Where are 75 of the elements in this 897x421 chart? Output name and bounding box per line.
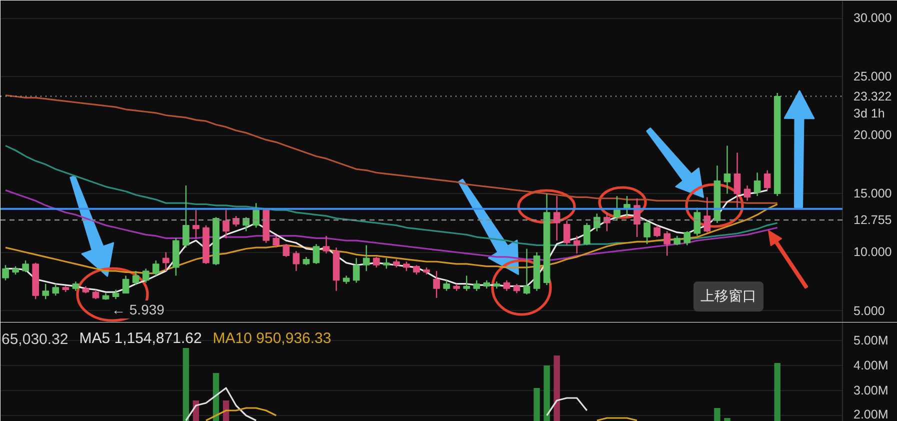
candlestick xyxy=(272,235,280,248)
candlestick xyxy=(443,280,450,292)
candlestick xyxy=(413,264,420,276)
candlestick xyxy=(72,280,80,292)
line-series xyxy=(4,144,778,246)
candlestick xyxy=(674,235,681,246)
candlestick xyxy=(463,275,470,292)
candlestick xyxy=(503,280,510,292)
candlestick xyxy=(322,235,330,254)
candlestick xyxy=(182,184,190,248)
candlestick xyxy=(372,256,380,268)
candlestick xyxy=(553,195,560,242)
candlestick xyxy=(132,270,140,286)
y-tick-label: 5.00M xyxy=(854,334,888,348)
candlestick xyxy=(112,289,120,300)
candlestick xyxy=(654,224,660,238)
candlestick xyxy=(744,184,751,202)
candlestick xyxy=(684,230,691,246)
y-tick-label: 5.000 xyxy=(854,304,885,318)
candlestick xyxy=(573,235,580,254)
candlestick xyxy=(594,213,600,232)
candlestick xyxy=(664,230,670,256)
candlestick xyxy=(92,289,100,300)
line-series xyxy=(4,94,778,204)
candlestick xyxy=(192,209,200,239)
candlestick xyxy=(563,220,570,246)
y-tick-label: 4.00M xyxy=(854,358,888,372)
candlestick xyxy=(754,172,761,197)
ref-line-label: 23.322 xyxy=(854,89,892,104)
candlestick xyxy=(362,244,370,272)
y-tick-label: 20.000 xyxy=(854,128,892,142)
candlestick xyxy=(764,170,771,191)
candlestick xyxy=(122,275,130,294)
y-tick-label: 15.000 xyxy=(854,186,892,201)
candlestick xyxy=(694,207,701,236)
text: MA5 1,154,871.62 xyxy=(79,330,202,347)
annotation: 65,030.32 xyxy=(2,331,68,348)
candlestick xyxy=(473,280,480,292)
candlestick xyxy=(142,268,150,284)
y-tick-label: 2.00M xyxy=(854,408,888,421)
y-tick-label: 30.000 xyxy=(854,11,892,26)
candlestick xyxy=(704,196,711,233)
text: 3d 1h xyxy=(854,106,885,120)
candlestick xyxy=(634,198,640,238)
candlestick xyxy=(152,260,160,276)
candlestick xyxy=(42,283,50,300)
candlestick xyxy=(282,243,290,258)
candlestick xyxy=(383,258,390,270)
candlestick xyxy=(292,250,300,272)
candlestick xyxy=(734,152,741,208)
candlestick xyxy=(252,202,260,228)
y-tick-label: 3.00M xyxy=(854,384,888,398)
candlestick xyxy=(2,264,9,281)
candlestick xyxy=(513,283,520,294)
annotation: 上移窗口 xyxy=(700,288,756,304)
y-tick-label: 10.000 xyxy=(854,245,892,260)
candlestick xyxy=(523,248,530,295)
candlestick xyxy=(22,260,29,273)
candlestick xyxy=(433,270,440,299)
line-series xyxy=(4,189,778,262)
ref-line-label: 12.755 xyxy=(854,212,892,227)
candlestick xyxy=(162,252,170,272)
candlestick xyxy=(352,258,360,284)
candlestick xyxy=(583,222,590,246)
y-tick-label: 25.000 xyxy=(854,70,892,84)
annotation: ← 5.939 xyxy=(112,302,165,318)
text: MA10 950,936.33 xyxy=(212,330,332,347)
candlestick xyxy=(312,243,320,265)
candlestick xyxy=(222,209,230,239)
candlestick xyxy=(242,216,250,232)
candlestick xyxy=(724,145,731,194)
candlestick xyxy=(52,283,60,296)
candlestick xyxy=(604,212,610,232)
candlestick xyxy=(644,220,650,245)
candlestick xyxy=(403,261,410,272)
